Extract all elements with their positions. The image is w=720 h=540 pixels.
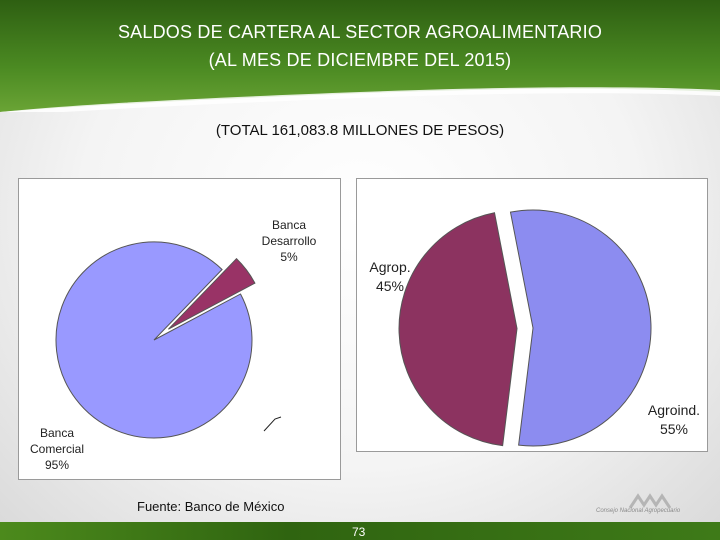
consejo-logo xyxy=(628,493,672,509)
label-agroind-pct: 55% xyxy=(660,421,688,437)
chart-subtitle: (TOTAL 161,083.8 MILLONES DE PESOS) xyxy=(215,122,505,139)
leader-line xyxy=(263,416,282,432)
label-agrop: Agrop. xyxy=(369,259,410,275)
label-banca-comercial-pct: 95% xyxy=(45,458,69,472)
page-number: 73 xyxy=(352,525,366,539)
label-banca-desarrollo-pct: 5% xyxy=(280,250,298,264)
pie-slice-banca-comercial xyxy=(55,241,253,439)
pie-slices xyxy=(398,209,652,447)
label-agrop-pct: 45% xyxy=(376,278,404,294)
source-note: Fuente: Banco de México xyxy=(137,499,285,514)
header-background xyxy=(0,0,720,116)
pie-slices xyxy=(55,241,256,439)
footer-bar xyxy=(0,522,720,540)
title-line-2: (AL MES DE DICIEMBRE DEL 2015) xyxy=(208,50,512,70)
label-banca-desarrollo-2: Desarrollo xyxy=(262,234,317,248)
page-title: SALDOS DE CARTERA AL SECTOR AGROALIMENTA… xyxy=(0,18,720,74)
pie-slice-agrop xyxy=(398,212,518,447)
label-banca-desarrollo-1: Banca xyxy=(272,218,306,232)
pie-panel-banca: Banca Desarrollo 5% Banca Comercial 95% xyxy=(18,178,341,480)
label-agroind: Agroind. xyxy=(648,402,700,418)
label-banca-comercial-2: Comercial xyxy=(30,442,84,456)
pie-slice-banca-desarrollo xyxy=(168,257,256,330)
pie-chart-banca: Banca Desarrollo 5% Banca Comercial 95% xyxy=(30,218,317,472)
pie-chart-sector: Agrop. 45% Agroind. 55% xyxy=(369,209,700,447)
label-banca-comercial-1: Banca xyxy=(40,426,74,440)
pie-slice-agroind xyxy=(509,209,652,447)
logo-text: Consejo Nacional Agropecuario xyxy=(596,508,681,514)
header-band: SALDOS DE CARTERA AL SECTOR AGROALIMENTA… xyxy=(0,0,720,116)
pie-panel-sector: Agrop. 45% Agroind. 55% xyxy=(356,178,708,452)
title-line-1: SALDOS DE CARTERA AL SECTOR AGROALIMENTA… xyxy=(117,22,603,42)
